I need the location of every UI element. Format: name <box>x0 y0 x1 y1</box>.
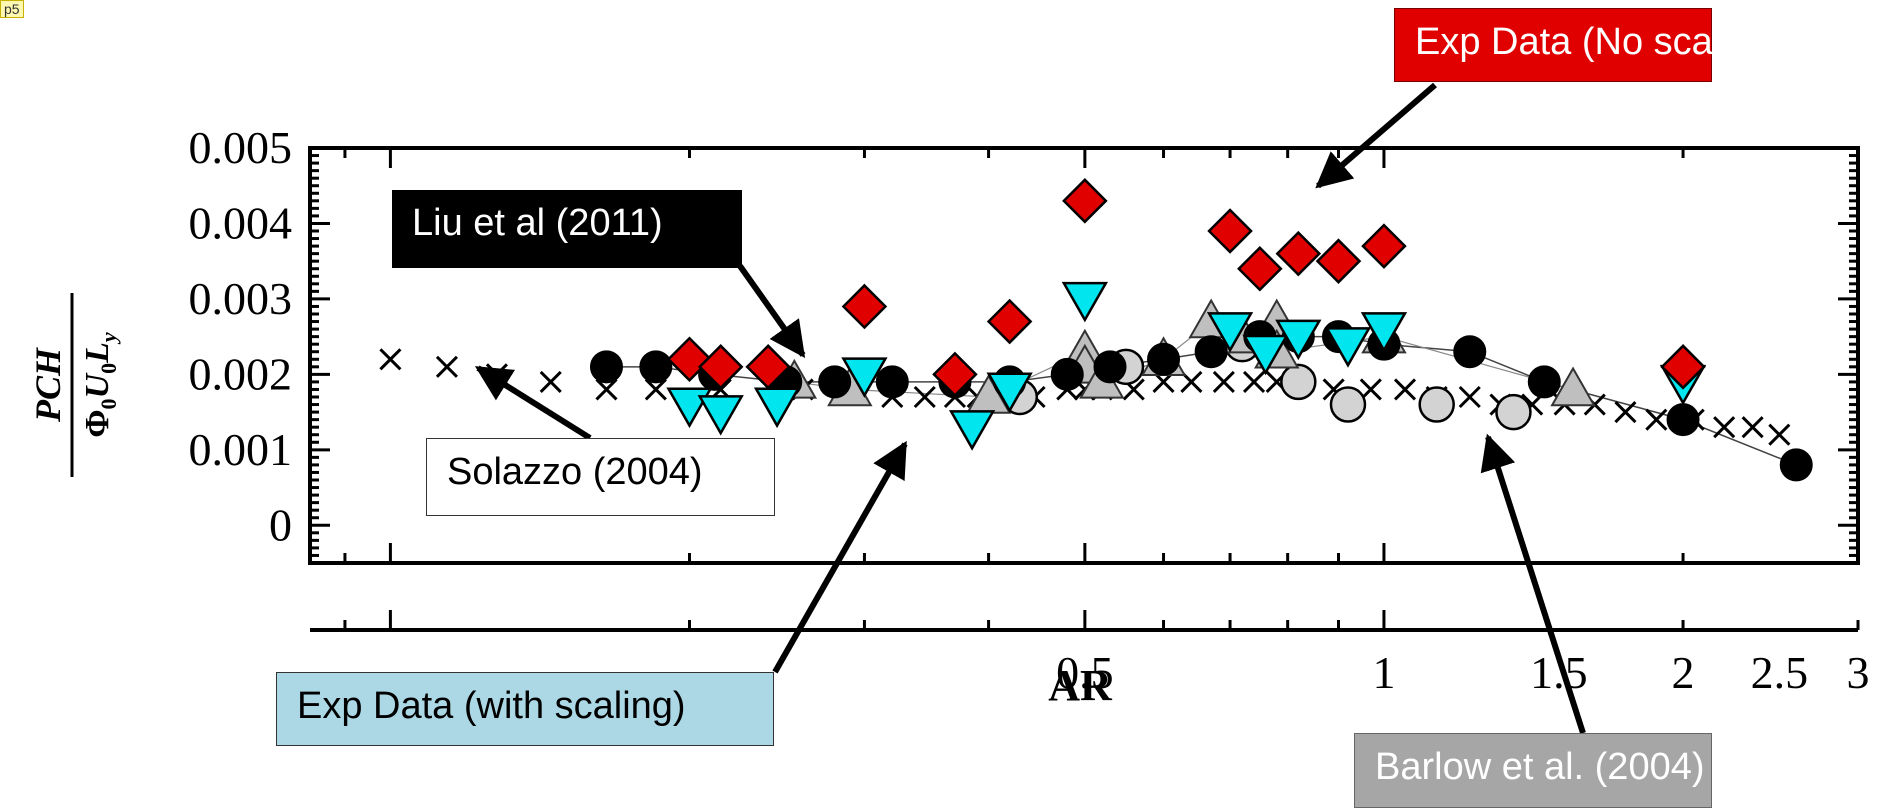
liu-point <box>1194 335 1228 369</box>
solazzo-point <box>913 385 936 409</box>
liu-point <box>1527 365 1561 399</box>
exp-noscale-point <box>1361 223 1407 269</box>
exp-noscale-point <box>1237 245 1283 292</box>
liu-point <box>1453 335 1487 369</box>
legend-callout-solazzo: Solazzo (2004) <box>426 438 775 516</box>
x-tick-label: 2.5 <box>1751 647 1809 698</box>
liu-point <box>875 365 909 399</box>
solazzo-point <box>1614 401 1637 424</box>
arrow-exp-scale <box>772 440 908 674</box>
barlow-circle-point <box>1280 363 1317 401</box>
liu-point <box>1050 357 1084 391</box>
barlow-circle-point <box>1329 386 1367 423</box>
solazzo-point <box>539 370 562 393</box>
solazzo-point <box>1645 408 1668 431</box>
exp-noscale-point <box>1207 208 1253 254</box>
y-axis-label: PCH Φ0U0Ly <box>8 275 128 495</box>
solazzo-point <box>379 348 402 371</box>
exp-scale-point <box>1275 319 1322 361</box>
solazzo-point <box>1212 370 1235 393</box>
x-axis-label: AR <box>1048 661 1113 710</box>
exp-noscale-point <box>1275 230 1322 277</box>
exp-noscale-point <box>666 336 713 383</box>
solazzo-point <box>1741 416 1764 439</box>
exp-scale-point <box>753 387 801 429</box>
y-tick-label: 0.005 <box>189 122 293 173</box>
exp-noscale-point <box>697 344 744 390</box>
exp-noscale-point <box>932 351 978 398</box>
y-label-numerator: PCH <box>28 347 68 423</box>
exp-noscale-point <box>841 283 888 330</box>
exp-noscale-point <box>986 298 1033 345</box>
solazzo-point <box>595 378 618 401</box>
exp-scale-point <box>948 410 996 451</box>
exp-scale-point <box>1206 312 1254 353</box>
exp-scale-point <box>986 372 1033 413</box>
liu-point <box>1779 448 1813 482</box>
y-label-denominator: Φ0U0Ly <box>79 332 121 438</box>
solazzo-point <box>1713 416 1736 439</box>
legend-callout-exp-no-scaling: Exp Data (No scaling) <box>1394 8 1785 82</box>
legend-callout-liu: Liu et al (2011) <box>392 190 742 268</box>
exp-noscale-point <box>1315 238 1362 284</box>
solazzo-point <box>1393 378 1417 401</box>
x-tick-label: 1 <box>1372 647 1395 698</box>
liu-point <box>639 350 673 384</box>
y-tick-label: 0.004 <box>189 197 293 248</box>
exp-scale-point <box>1360 312 1408 353</box>
legend-callout-barlow: Barlow et al. (2004) <box>1354 733 1712 808</box>
y-tick-label: 0.002 <box>189 348 293 399</box>
solazzo-point <box>1242 370 1266 393</box>
y-tick-label: 0.001 <box>189 424 293 475</box>
exp-noscale-point <box>1062 178 1108 224</box>
exp-scale-point <box>666 387 713 429</box>
exp-scale-point <box>1242 334 1289 376</box>
exp-scale-point <box>841 357 888 398</box>
y-tick-label: 0 <box>269 499 292 550</box>
exp-scale-point <box>1061 281 1109 323</box>
barlow-circle-point <box>1418 386 1455 423</box>
liu-point <box>1093 350 1127 384</box>
barlow-circle-point <box>1495 393 1532 431</box>
liu-point <box>818 365 852 399</box>
x-tick-label: 2 <box>1672 647 1695 698</box>
arrow-barlow <box>1480 433 1586 734</box>
liu-point <box>589 350 623 384</box>
solazzo-point <box>1458 385 1481 409</box>
slide-tag: p5 <box>0 0 24 18</box>
x-tick-label: 3 <box>1847 647 1870 698</box>
liu-point <box>1147 342 1181 376</box>
arrow-liu <box>737 264 806 358</box>
liu-point <box>1666 403 1700 437</box>
exp-noscale-point <box>1660 344 1706 390</box>
exp-scale-point <box>1324 327 1372 368</box>
legend-callout-exp-with-scaling: Exp Data (with scaling) <box>276 672 774 746</box>
solazzo-point <box>435 355 458 378</box>
arrow-solazzo <box>474 365 592 441</box>
exp-scale-point <box>697 395 744 436</box>
y-tick-label: 0.003 <box>189 273 293 324</box>
solazzo-point <box>644 378 667 401</box>
solazzo-point <box>1768 423 1791 446</box>
barlow-triangle-point <box>1550 366 1596 407</box>
arrow-exp-noscale <box>1315 82 1437 189</box>
x-tick-label: 0.5 <box>1056 647 1114 698</box>
